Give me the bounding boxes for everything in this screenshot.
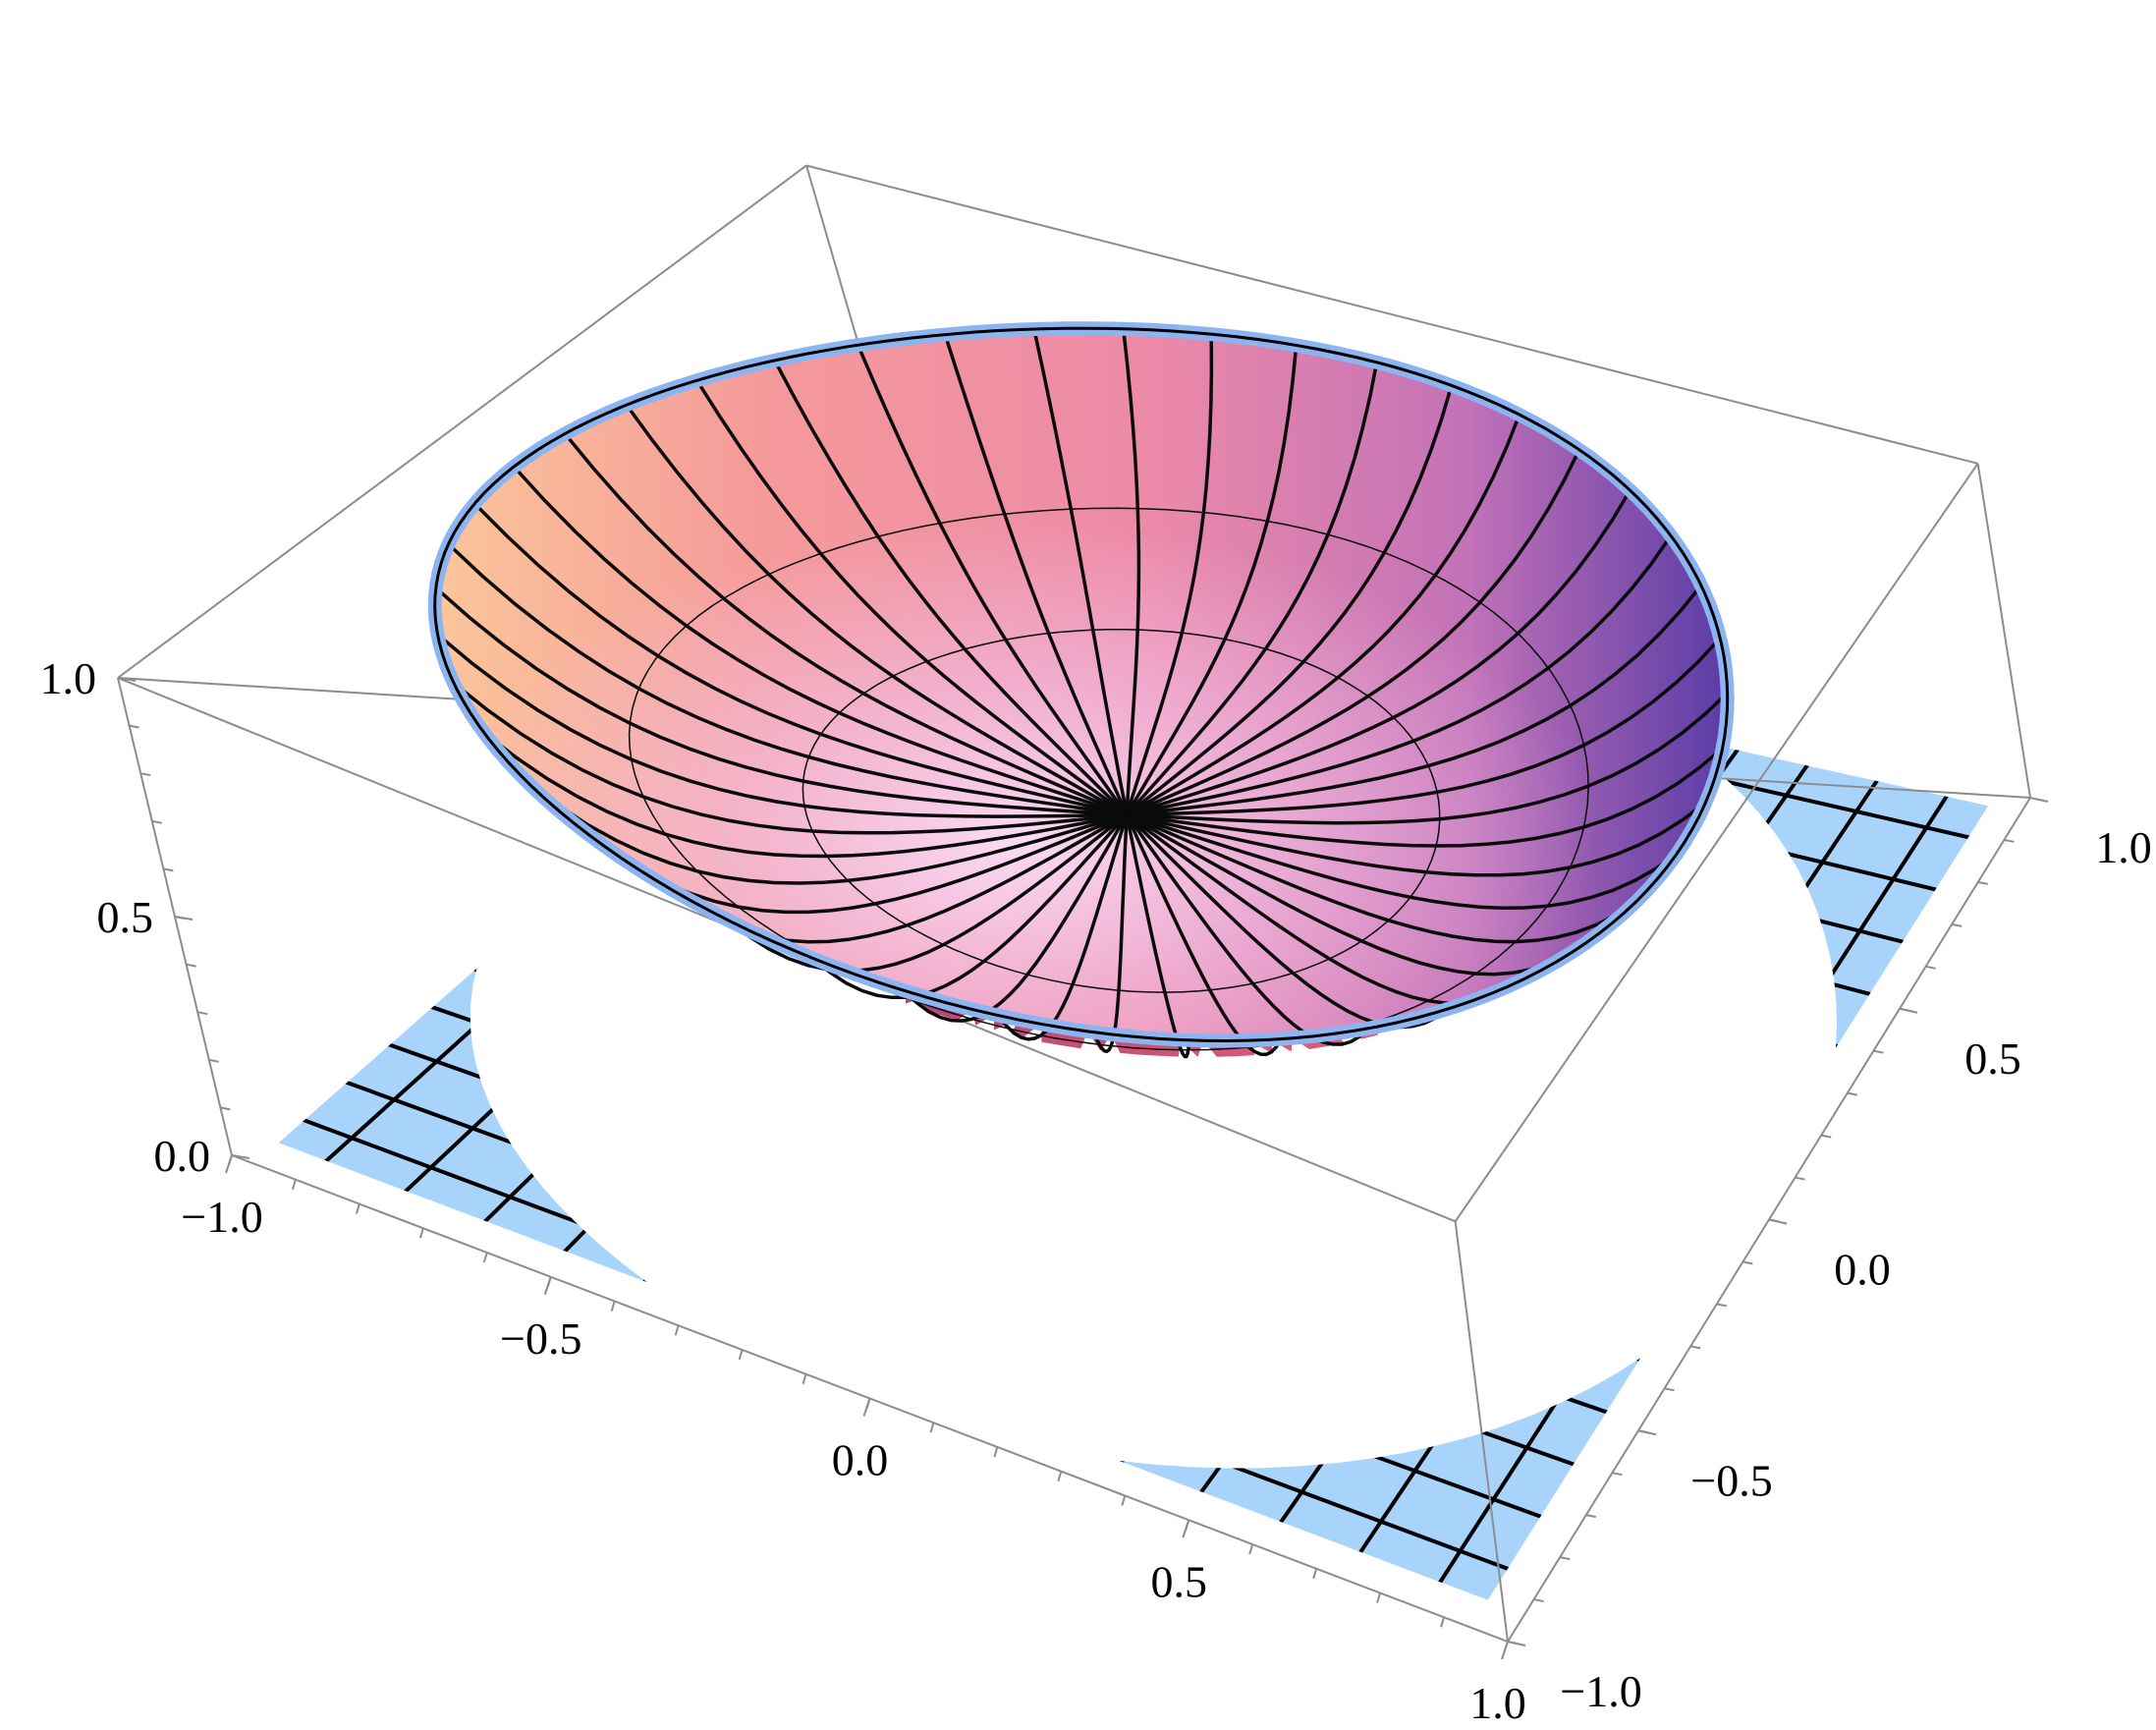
x-minor-tick: [738, 1349, 744, 1361]
y-minor-tick: [1977, 880, 1988, 885]
x-minor-tick: [1057, 1471, 1063, 1482]
box-edge-top-left: [117, 164, 807, 679]
x-minor-tick: [482, 1252, 488, 1263]
box-edge-front-vertical: [1454, 1221, 1509, 1643]
z-axis: 0.0 0.5 1.0: [40, 653, 250, 1181]
y-minor-tick: [1664, 1387, 1675, 1392]
y-tick-label: 0.5: [1964, 1033, 2021, 1084]
z-tick-label: 0.5: [97, 892, 154, 942]
y-minor-tick: [1925, 965, 1936, 970]
x-tick-label: −1.0: [181, 1192, 262, 1242]
floor-mesh-line: [1345, 759, 1893, 1574]
floor-mesh-line: [1265, 744, 1823, 1543]
z-minor-tick: [186, 963, 196, 968]
x-minor-tick: [802, 1373, 807, 1385]
box-edge-top-back: [805, 164, 1978, 465]
bowl-surface: [427, 321, 1735, 1059]
z-minor-tick: [140, 772, 151, 777]
y-tick-label: −0.5: [1690, 1455, 1772, 1505]
x-tick-label: −0.5: [500, 1313, 581, 1364]
bowl-mesh-ring: [802, 628, 1441, 993]
x-minor-tick: [929, 1422, 935, 1433]
x-minor-tick: [1248, 1543, 1254, 1555]
y-minor-tick: [1847, 1091, 1857, 1096]
z-minor-tick: [151, 819, 162, 824]
y-minor-tick: [1612, 1472, 1623, 1477]
y-minor-tick: [1637, 1429, 1649, 1434]
y-minor-tick: [1560, 1556, 1571, 1561]
x-minor-tick: [1440, 1616, 1446, 1628]
z-minor-tick: [220, 1106, 231, 1111]
floor-mesh-line: [1424, 774, 1962, 1600]
y-minor-tick: [1952, 922, 1963, 927]
x-minor-tick: [228, 1154, 233, 1166]
y-tick: [2029, 797, 2049, 803]
z-tick-label: 0.0: [154, 1131, 211, 1181]
z-minor-tick: [208, 1058, 219, 1063]
y-minor-tick: [1742, 1260, 1753, 1265]
box-edge-right-vertical: [1976, 463, 2031, 799]
z-tick: [117, 677, 137, 682]
y-minor-tick: [1821, 1134, 1832, 1139]
y-minor-tick: [2004, 838, 2015, 843]
y-minor-tick: [1716, 1303, 1727, 1308]
y-minor-tick: [1690, 1345, 1701, 1350]
z-tick-label: 1.0: [40, 653, 97, 703]
y-minor-tick: [1533, 1598, 1544, 1603]
z-minor-tick: [163, 867, 174, 872]
x-minor-tick: [865, 1398, 871, 1409]
y-minor-tick: [1585, 1514, 1596, 1519]
x-axis: −1.0 −0.5 0.0 0.5 1.0: [181, 1154, 1526, 1728]
x-tick-label: 0.0: [832, 1435, 889, 1485]
x-tick-label: 1.0: [1469, 1678, 1526, 1728]
y-axis: −1.0 −0.5 0.0 0.5 1.0: [1507, 797, 2152, 1716]
z-minor-tick: [197, 1011, 208, 1016]
box-edge-top-right: [1454, 463, 1979, 1222]
z-tick: [231, 1154, 250, 1159]
x-minor-tick: [1312, 1568, 1318, 1580]
x-minor-tick: [355, 1203, 360, 1214]
x-minor-tick: [418, 1227, 424, 1239]
x-minor-tick: [674, 1324, 680, 1336]
y-minor-tick: [1873, 1049, 1884, 1054]
y-minor-tick: [1795, 1176, 1805, 1181]
bowl-mesh-ring: [628, 507, 1589, 1051]
y-minor-tick: [1768, 1218, 1780, 1223]
z-minor-tick: [174, 916, 186, 920]
y-tick-label: 0.0: [1834, 1245, 1891, 1295]
x-minor-tick: [993, 1446, 999, 1458]
x-minor-tick: [610, 1301, 616, 1311]
x-minor-tick: [546, 1276, 552, 1288]
x-minor-tick: [1376, 1592, 1382, 1603]
y-tick-label: 1.0: [2095, 822, 2152, 872]
x-minor-tick: [1121, 1495, 1127, 1506]
x-minor-tick: [291, 1179, 297, 1191]
x-minor-tick: [1185, 1519, 1190, 1531]
z-minor-tick: [129, 724, 139, 729]
y-minor-tick: [1899, 1007, 1910, 1012]
x-tick: [1501, 1641, 1509, 1660]
y-minor-tick: [1507, 1641, 1519, 1645]
x-tick-label: 0.5: [1151, 1556, 1208, 1606]
y-tick-label: −1.0: [1560, 1666, 1641, 1716]
